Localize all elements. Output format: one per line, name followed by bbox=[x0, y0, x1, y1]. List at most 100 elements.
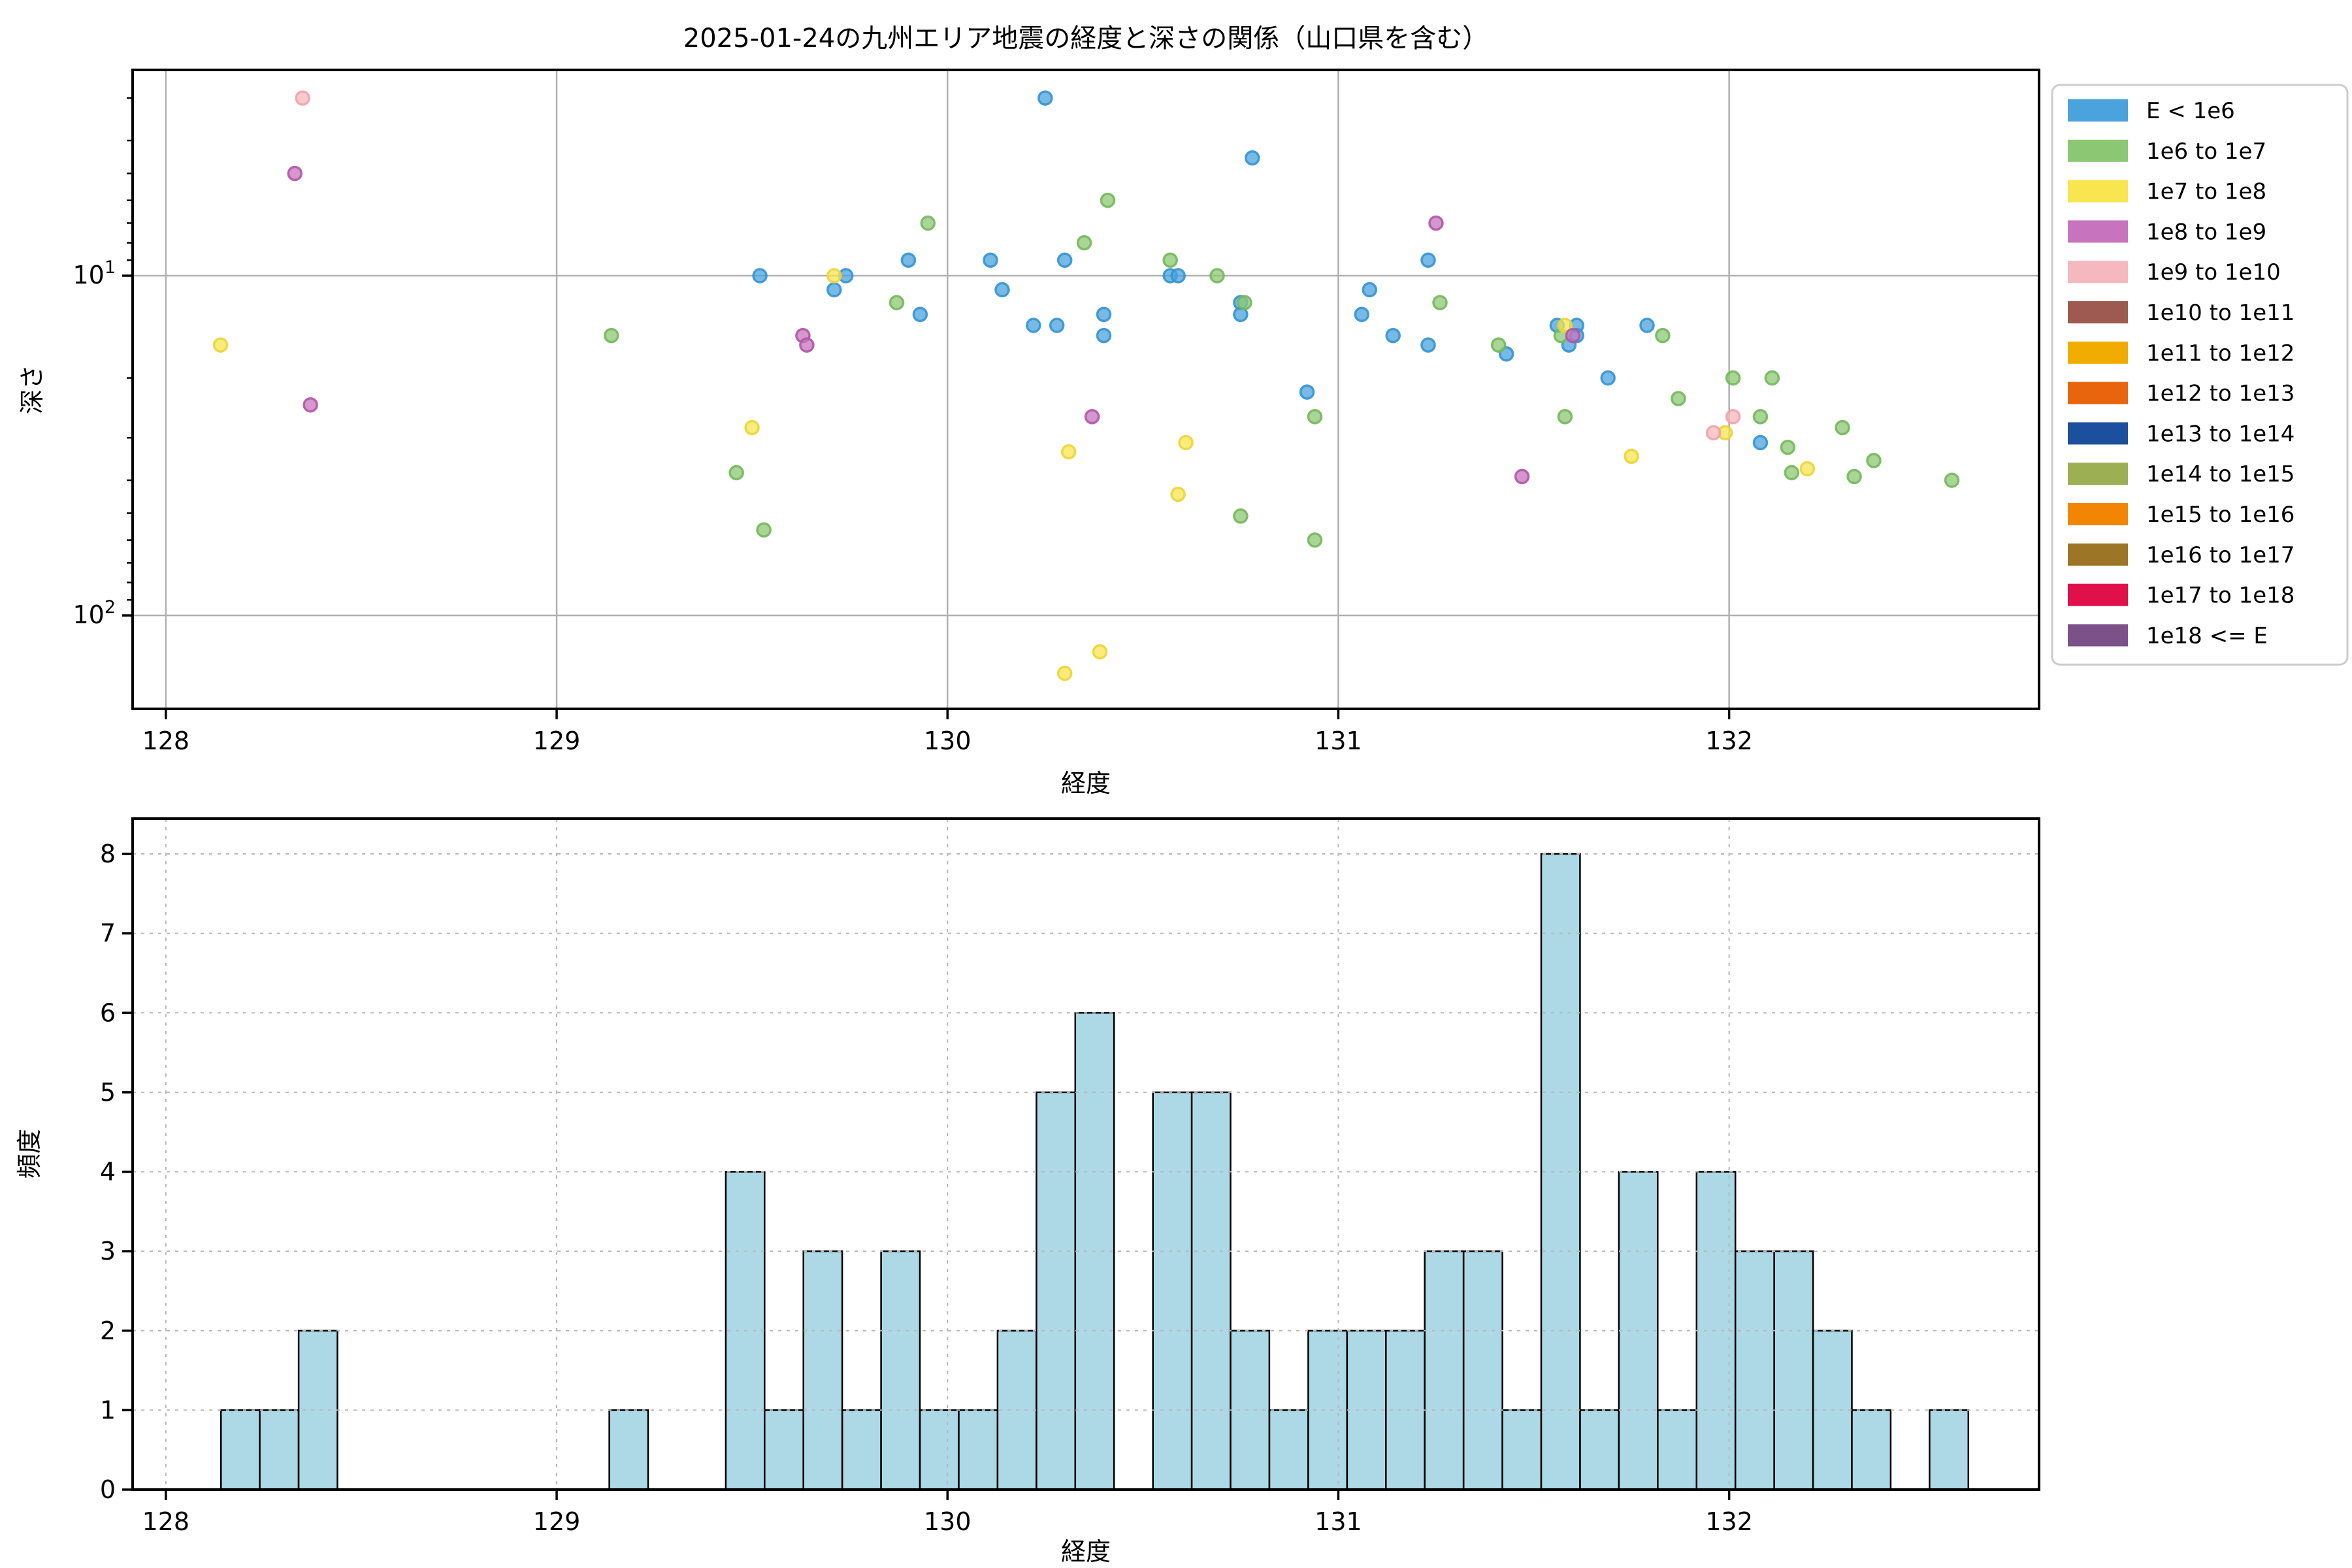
hist-bar bbox=[919, 1409, 960, 1491]
hist-bar bbox=[1462, 1250, 1503, 1491]
scatter-point bbox=[920, 215, 936, 231]
y-tick-label: 0 bbox=[100, 1475, 116, 1504]
x-tick-label: 131 bbox=[1315, 1507, 1362, 1536]
scatter-point bbox=[752, 268, 768, 284]
legend-label: 1e14 to 1e15 bbox=[2146, 461, 2295, 487]
scatter-point bbox=[295, 90, 310, 106]
x-tick-label: 129 bbox=[533, 1507, 581, 1536]
x-tick-label: 128 bbox=[142, 727, 190, 755]
hist-bar bbox=[1190, 1091, 1232, 1491]
scatter-point bbox=[1245, 150, 1260, 166]
legend-swatch bbox=[2068, 180, 2128, 203]
hist-bar bbox=[1424, 1250, 1465, 1491]
scatter-point bbox=[1170, 268, 1186, 284]
y-tick-label: 2 bbox=[100, 1316, 116, 1345]
scatter-point bbox=[1752, 434, 1769, 451]
scatter-point bbox=[1026, 318, 1041, 333]
scatter-point bbox=[1835, 419, 1850, 436]
legend-swatch bbox=[2068, 301, 2128, 323]
scatter-point bbox=[1307, 409, 1323, 425]
hist-bar bbox=[1152, 1091, 1193, 1491]
legend-label: 1e13 to 1e14 bbox=[2146, 421, 2295, 447]
scatter-xlabel: 経度 bbox=[1061, 769, 1111, 798]
scatter-point bbox=[1780, 439, 1796, 455]
scatter-point bbox=[1557, 409, 1573, 425]
scatter-point bbox=[1056, 665, 1073, 681]
scatter-point bbox=[1299, 384, 1315, 400]
scatter-point bbox=[1237, 295, 1252, 310]
scatter-point bbox=[826, 282, 842, 298]
legend-label: E < 1e6 bbox=[2146, 98, 2235, 124]
histogram-xlabel: 経度 bbox=[1061, 1537, 1111, 1566]
scatter-point bbox=[1209, 268, 1225, 284]
scatter-point bbox=[1092, 644, 1108, 660]
legend-box: E < 1e6 1e6 to 1e7 1e7 to 1e8 1e8 to 1e9 1e9… bbox=[2051, 84, 2349, 666]
scatter-point bbox=[1100, 192, 1116, 208]
scatter-point bbox=[1784, 465, 1800, 481]
hist-bar bbox=[1501, 1409, 1543, 1491]
scatter-point bbox=[287, 165, 303, 182]
scatter-point bbox=[994, 282, 1010, 298]
scatter-point bbox=[1420, 337, 1436, 353]
y-tick-label: 4 bbox=[100, 1158, 116, 1186]
scatter-point bbox=[1162, 252, 1178, 268]
scatter-point bbox=[1170, 486, 1186, 502]
scatter-point bbox=[1362, 282, 1378, 298]
hist-bar bbox=[958, 1409, 999, 1491]
hist-bar bbox=[1579, 1409, 1620, 1491]
scatter-point bbox=[302, 397, 318, 413]
legend-label: 1e8 to 1e9 bbox=[2146, 219, 2266, 245]
scatter-point bbox=[799, 337, 815, 353]
legend-swatch bbox=[2068, 583, 2128, 606]
scatter-point bbox=[1428, 215, 1444, 231]
scatter-point bbox=[1060, 444, 1077, 460]
hist-bar bbox=[802, 1250, 843, 1491]
scatter-point bbox=[1764, 370, 1780, 386]
scatter-ylabel: 深さ bbox=[18, 365, 46, 414]
y-tick-label: 8 bbox=[100, 840, 116, 868]
scatter-frame bbox=[131, 69, 2040, 710]
hist-bar bbox=[841, 1409, 882, 1491]
scatter-point bbox=[912, 306, 928, 323]
scatter-point bbox=[1557, 318, 1573, 333]
scatter-point bbox=[1354, 306, 1370, 323]
scatter-point bbox=[1233, 508, 1249, 524]
scatter-point bbox=[728, 465, 744, 481]
scatter-point bbox=[1705, 425, 1722, 441]
y-tick-label: 1 bbox=[100, 1396, 116, 1424]
histogram-ticks: 128 129 130 131 132 0 1 2 3 4 5 6 7 8 bbox=[100, 840, 1753, 1536]
scatter-point bbox=[1671, 391, 1686, 406]
legend-label: 1e7 to 1e8 bbox=[2146, 179, 2266, 205]
legend-label: 1e6 to 1e7 bbox=[2146, 139, 2266, 165]
scatter-point bbox=[1725, 409, 1741, 425]
legend-swatch bbox=[2068, 261, 2128, 284]
legend-label: 1e15 to 1e16 bbox=[2146, 502, 2295, 528]
scatter-point bbox=[900, 252, 917, 268]
scatter-point bbox=[1420, 252, 1436, 268]
legend-label: 1e16 to 1e17 bbox=[2146, 542, 2295, 568]
legend-label: 1e10 to 1e11 bbox=[2146, 300, 2295, 326]
x-tick-label: 130 bbox=[924, 727, 972, 755]
x-tick-label: 132 bbox=[1705, 1507, 1753, 1536]
scatter-point bbox=[1866, 453, 1882, 468]
scatter-point bbox=[1049, 318, 1065, 333]
scatter-point bbox=[1565, 327, 1581, 344]
hist-bar bbox=[1036, 1091, 1077, 1491]
plot-border bbox=[131, 69, 2040, 710]
scatter-point bbox=[1944, 472, 1960, 488]
scatter-point bbox=[1490, 337, 1507, 353]
legend-swatch bbox=[2068, 624, 2128, 647]
scatter-point bbox=[744, 419, 760, 436]
x-tick-label: 130 bbox=[924, 1507, 972, 1536]
scatter-point bbox=[1752, 409, 1769, 425]
legend-label: 1e18 <= E bbox=[2146, 623, 2268, 649]
hist-bar bbox=[1929, 1409, 1970, 1491]
scatter-point bbox=[1056, 252, 1073, 268]
hist-bar bbox=[608, 1409, 649, 1491]
hist-bar bbox=[220, 1409, 261, 1491]
scatter-point bbox=[1096, 327, 1112, 344]
legend-swatch bbox=[2068, 422, 2128, 445]
y-tick-label: 6 bbox=[100, 998, 116, 1027]
legend-swatch bbox=[2068, 139, 2128, 162]
